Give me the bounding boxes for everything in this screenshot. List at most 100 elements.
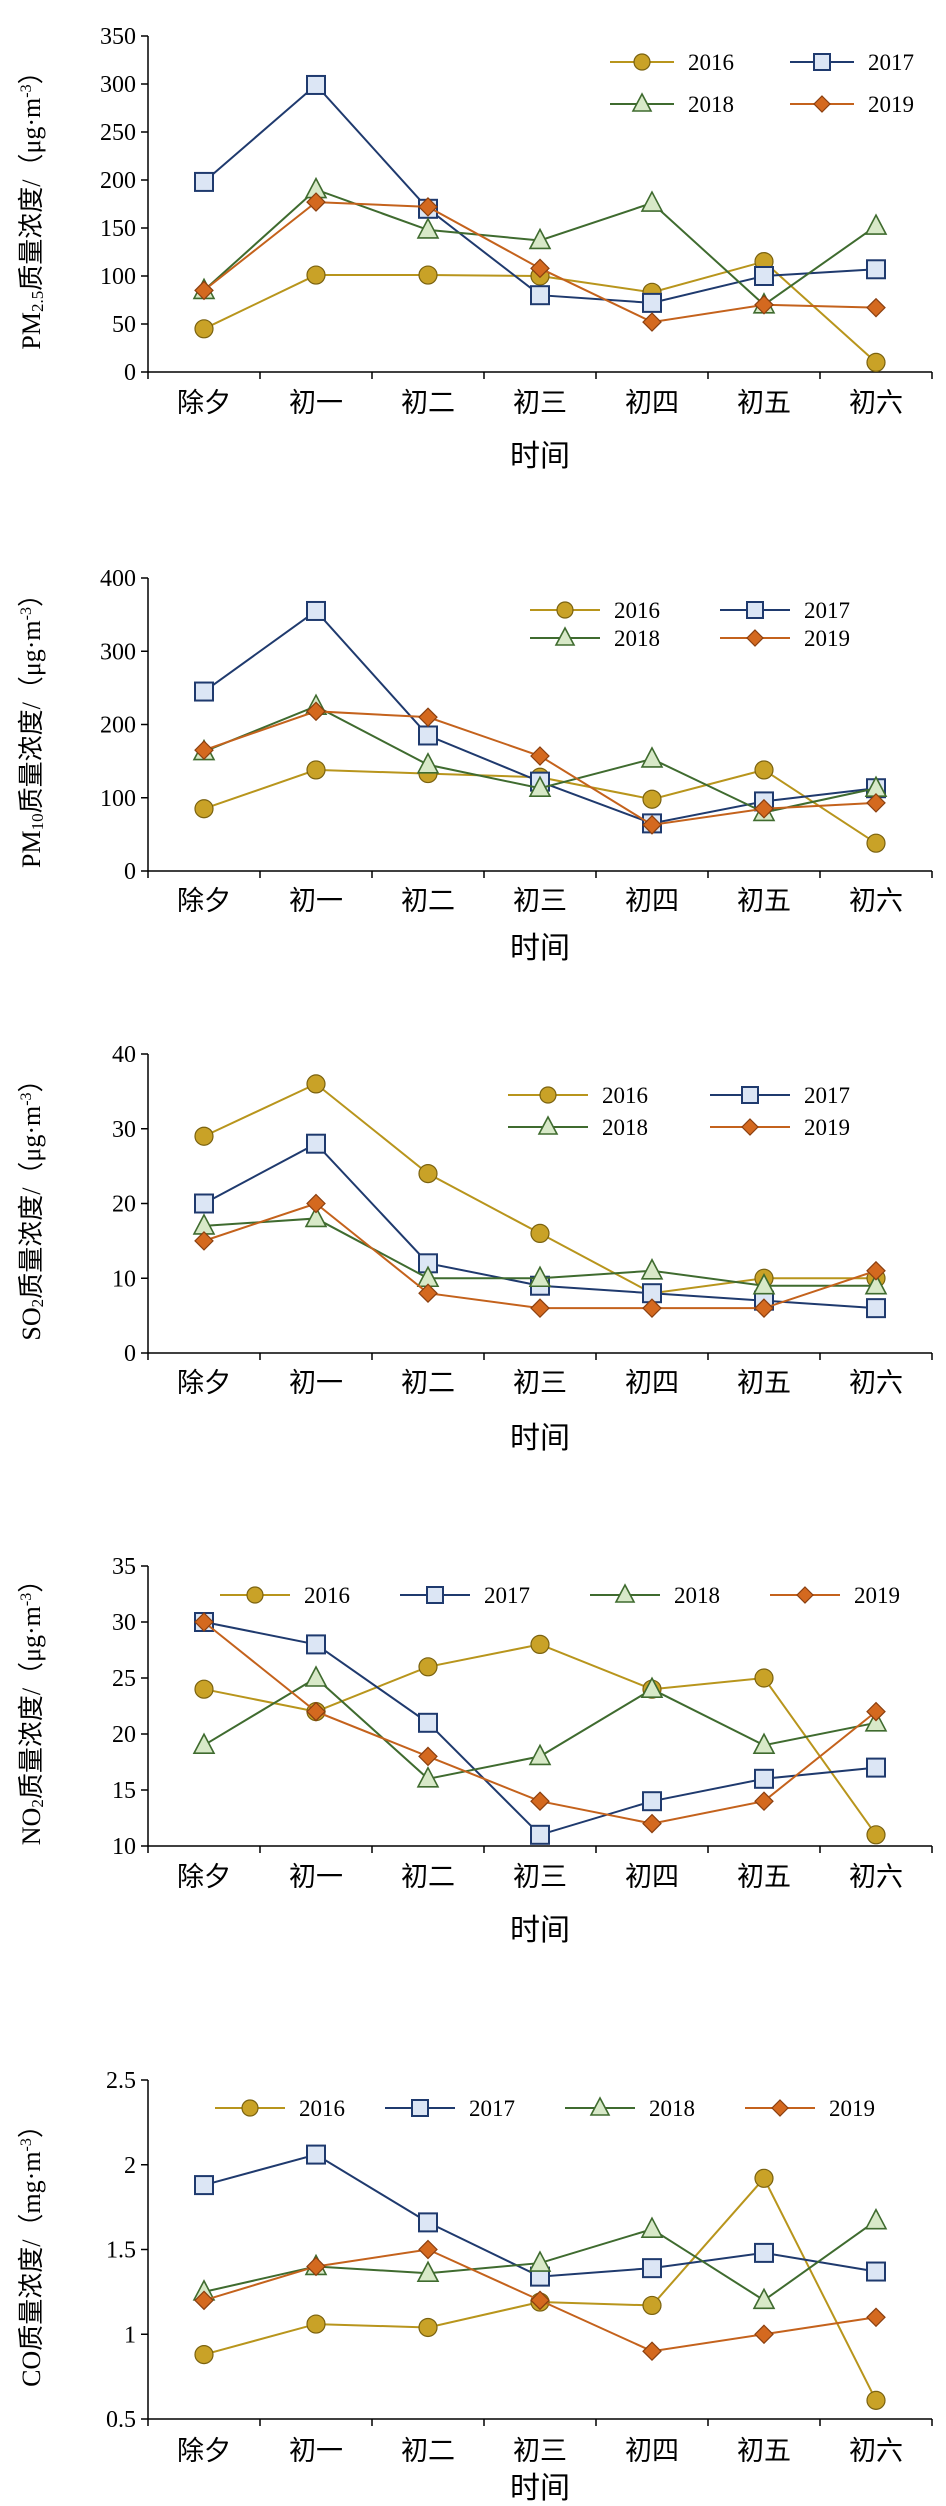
x-tick-label: 初一	[289, 1368, 343, 1398]
chart-2: 0 100 200 300 400 除夕 初一 初二 初三 初四 初五 初六 时间 PM10质量浓度/（μ…	[0, 560, 946, 980]
point-2018	[640, 746, 664, 768]
point-2017	[194, 2175, 214, 2196]
point-2017	[866, 259, 886, 280]
y-axis-label-sup: -3	[18, 2138, 35, 2151]
x-tick-label: 初六	[849, 886, 903, 916]
x-tick-label: 初六	[849, 1368, 903, 1398]
legend-marker	[426, 1586, 444, 1604]
y-axis-label-sub: 2	[28, 1799, 47, 1808]
y-axis-label: PM2.5质量浓度/（μg·m-3）	[17, 58, 47, 349]
chart-3: 0 10 20 30 40 除夕 初一 初二 初三 初四 初五 初六 时间 SO2质量浓度/（μg·m-3…	[0, 1040, 946, 1470]
y-tick-label: 0	[124, 360, 136, 386]
legend-item-2016: 2016	[610, 50, 734, 75]
chart-1: 0 50 100 150 200 250 300 350 除夕 初一 初二 初三 初四 初五 初六 时间 PM2…	[0, 0, 946, 500]
legend-item-2018: 2018	[565, 2096, 695, 2121]
y-tick-label: 250	[100, 120, 136, 146]
series-2019	[194, 1193, 886, 1318]
y-tick-label: 30	[112, 1117, 136, 1143]
point-2018	[416, 217, 440, 239]
legend-marker	[411, 2099, 429, 2117]
point-2019	[866, 793, 886, 813]
point-2016	[418, 1164, 438, 1184]
legend-label: 2018	[649, 2096, 695, 2121]
point-2018	[304, 1205, 328, 1228]
series-2017	[194, 74, 886, 313]
x-tick-label: 除夕	[177, 1368, 231, 1398]
y-tick-label: 1	[124, 2322, 136, 2348]
point-2016	[306, 760, 326, 780]
y-axis-label-sub: 2	[28, 1299, 47, 1308]
y-tick-label: 20	[112, 1192, 136, 1218]
series-2018	[192, 2207, 888, 2310]
x-tick-label: 初三	[513, 2436, 567, 2466]
point-2018	[528, 775, 552, 798]
point-2019	[418, 197, 438, 217]
y-tick-label: 100	[100, 264, 136, 290]
point-2016	[418, 1657, 438, 1677]
x-tick-label: 初五	[737, 1862, 791, 1892]
legend-label: 2018	[674, 1583, 720, 1608]
legend-item-2018: 2018	[508, 1115, 648, 1140]
point-2016	[194, 2344, 214, 2365]
x-tick-label: 初二	[401, 1368, 455, 1398]
legend-marker	[631, 92, 653, 112]
x-tick-label: 初二	[401, 886, 455, 916]
y-tick-label: 300	[100, 72, 136, 98]
point-2016	[306, 2314, 326, 2334]
legend-item-2018: 2018	[610, 92, 734, 117]
y-tick-label: 100	[100, 786, 136, 812]
y-tick-label: 350	[100, 24, 136, 50]
legend-marker	[771, 2099, 789, 2117]
point-2019	[530, 1298, 550, 1318]
legend-label: 2019	[854, 1583, 900, 1608]
point-2019	[306, 1193, 326, 1214]
point-2016	[418, 2317, 438, 2338]
point-2019	[306, 1701, 326, 1722]
chart-5: 0.5 1 1.5 2 2.5 除夕 初一 初二 初三 初四 初五 初六 时间 CO质量浓度/（mg·m-…	[0, 2040, 946, 2506]
legend-marker	[741, 1086, 759, 1104]
point-2019	[194, 280, 214, 301]
point-2018	[640, 1676, 664, 1698]
y-axis-label-sup: -3	[18, 1593, 35, 1606]
legend-item-2019: 2019	[790, 92, 914, 117]
point-2017	[194, 1193, 214, 1214]
point-2016	[418, 265, 438, 285]
y-axis-label: SO2质量浓度/（μg·m-3）	[17, 1066, 47, 1340]
point-2017	[866, 1298, 886, 1319]
point-2019	[418, 707, 438, 728]
point-2016	[306, 1074, 326, 1094]
y-tick-label: 0	[124, 859, 136, 885]
x-tick-label: 初六	[849, 388, 903, 418]
y-axis-label-unit: 质量浓度/（μg·m	[17, 1606, 46, 1799]
legend-marker	[539, 1086, 557, 1104]
series-2016	[194, 2168, 886, 2410]
x-tick-label: 初三	[513, 886, 567, 916]
x-tick-label: 初三	[513, 1368, 567, 1398]
point-2019	[418, 1283, 438, 1304]
x-tick-label: 除夕	[177, 886, 231, 916]
y-tick-label: 150	[100, 216, 136, 242]
point-2019	[194, 1612, 214, 1632]
series-2019	[194, 701, 886, 835]
point-2017	[418, 2212, 438, 2233]
y-axis-label-end: ）	[17, 2112, 46, 2138]
y-tick-label: 40	[112, 1042, 136, 1068]
point-2018	[304, 1665, 328, 1687]
y-axis-label-end: ）	[17, 1567, 46, 1593]
series-2019	[194, 2239, 886, 2362]
x-tick-label: 初一	[289, 1862, 343, 1892]
legend-item-2018: 2018	[590, 1583, 720, 1608]
point-2019	[866, 1701, 886, 1722]
legend-item-2016: 2016	[530, 598, 660, 623]
point-2018	[752, 1273, 776, 1295]
point-2016	[866, 2390, 886, 2410]
x-tick-label: 初三	[513, 388, 567, 418]
point-2019	[754, 2324, 774, 2345]
series-2019	[194, 192, 886, 332]
x-axis-label: 时间	[510, 1422, 570, 1455]
y-axis-label-sub: 10	[28, 813, 47, 830]
point-2018	[640, 1258, 664, 1280]
legend-item-2016: 2016	[215, 2096, 345, 2121]
legend-marker	[813, 53, 831, 71]
